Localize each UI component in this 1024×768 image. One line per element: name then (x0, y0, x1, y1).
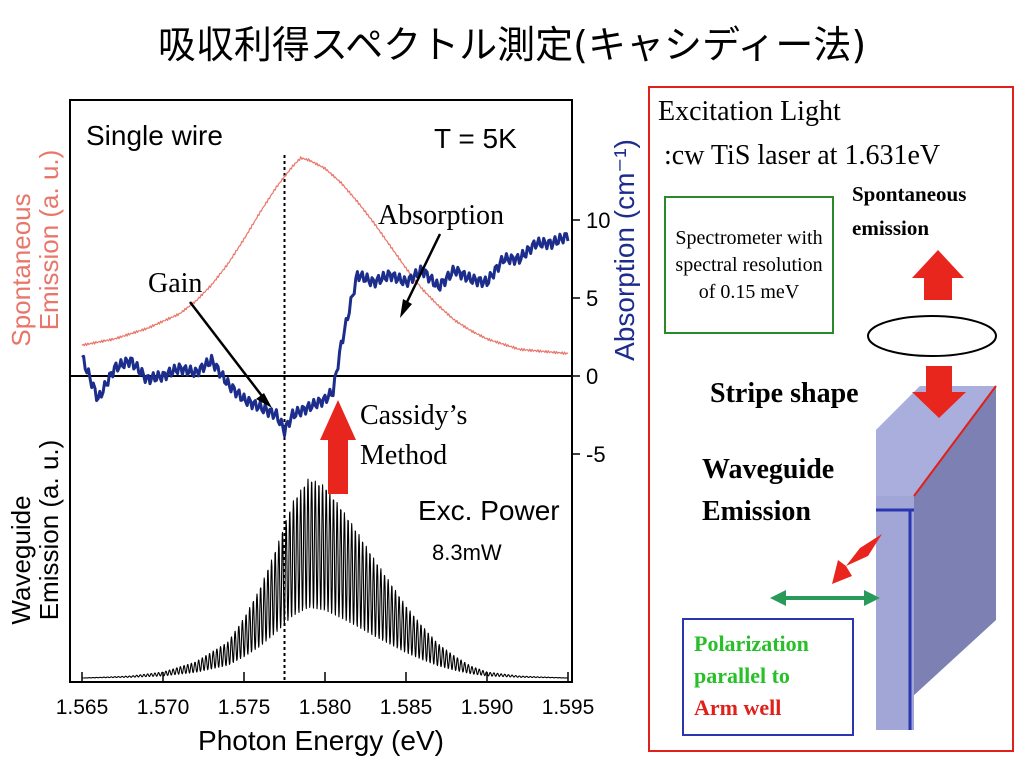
x-tick-label: 1.575 (218, 696, 271, 719)
x-tick-label: 1.595 (542, 696, 595, 719)
exc-power-value: 8.3mW (432, 540, 502, 565)
polarization-double-arrow (770, 590, 880, 606)
excitation-light-label: Excitation Light (658, 96, 841, 127)
polarization-line1: Polarization (694, 631, 809, 656)
stripe-shape-label: Stripe shape (710, 378, 859, 409)
spontaneous-axis-title-line1: Spontaneous (6, 193, 36, 346)
absorption-arrow (400, 233, 442, 318)
page-title: 吸収利得スペクトル測定(キャシディー法) (157, 23, 867, 67)
absorption-axis-title: Absorption (cm⁻¹) (609, 139, 640, 361)
cassidy-annotation-line1: Cassidy’s (360, 400, 467, 431)
temperature-label: T = 5K (434, 123, 517, 154)
spectrometer-box: Spectrometer with spectral resolution of… (664, 196, 834, 334)
x-tick-label: 1.590 (461, 696, 514, 719)
gain-arrow (189, 301, 272, 408)
polarization-box: Polarization parallel to Arm well (682, 618, 854, 736)
waveguide-emission-label-line2: Emission (702, 496, 811, 527)
absorption-series (81, 232, 570, 438)
absorption-line (81, 232, 570, 438)
x-tick-label: 1.570 (137, 696, 190, 719)
right-y-tick-label: -5 (586, 442, 606, 467)
spontaneous-emission-label-line2: emission (852, 216, 930, 240)
spontaneous-emission-label-line1: Spontaneous (852, 182, 967, 206)
x-tick-label: 1.565 (56, 696, 109, 719)
plot-frame (69, 99, 573, 683)
lens (867, 315, 997, 357)
waveguide-emission-label-line1: Waveguide (702, 454, 835, 485)
spontaneous-emission-series (81, 156, 569, 355)
x-axis-title: Photon Energy (eV) (198, 725, 444, 756)
polarization-line2: parallel to (694, 663, 790, 688)
spontaneous-emission-line (81, 156, 569, 355)
panel-label: Single wire (86, 120, 223, 151)
x-axis-ticks: 1.565 1.570 1.575 1.580 1.585 1.590 1.595 (56, 672, 595, 719)
x-tick-label: 1.580 (299, 696, 352, 719)
waveguide-axis-title-line1: Waveguide (6, 495, 36, 624)
gain-annotation: Gain (148, 268, 202, 299)
right-y-axis-ticks: 10 5 0 -5 (572, 208, 610, 467)
waveguide-emission-arrow (832, 534, 882, 584)
right-y-tick-label: 0 (586, 364, 598, 389)
cassidy-method-arrow (320, 400, 356, 494)
excitation-arrow (912, 366, 966, 418)
cassidy-annotation-line2: Method (360, 440, 447, 471)
setup-frame (648, 86, 1014, 752)
polarization-line3: Arm well (694, 695, 782, 720)
right-y-tick-label: 10 (586, 208, 610, 233)
spontaneous-emission-arrow (912, 250, 964, 300)
waveguide-axis-title-line2: Emission (a. u.) (34, 440, 64, 621)
sample-block (876, 385, 997, 730)
right-y-tick-label: 5 (586, 286, 598, 311)
x-tick-label: 1.585 (380, 696, 433, 719)
exc-power-label: Exc. Power (418, 495, 560, 526)
spontaneous-axis-title-line2: Emission (a. u.) (34, 150, 64, 331)
excitation-light-detail: :cw TiS laser at 1.631eV (664, 140, 941, 171)
absorption-annotation: Absorption (378, 200, 504, 231)
